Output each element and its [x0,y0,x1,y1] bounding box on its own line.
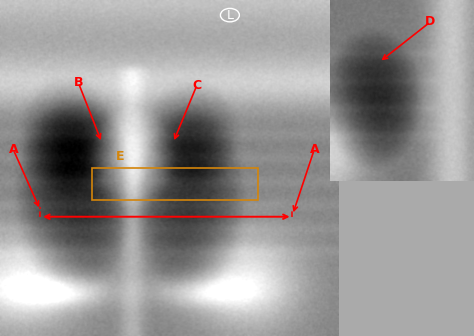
Text: E: E [116,150,125,163]
Text: A: A [9,143,18,156]
Text: B: B [73,76,83,89]
Text: D: D [425,15,436,28]
Text: C: C [192,79,201,92]
Text: L: L [227,9,233,22]
Text: A: A [310,143,319,156]
Bar [92,168,258,200]
